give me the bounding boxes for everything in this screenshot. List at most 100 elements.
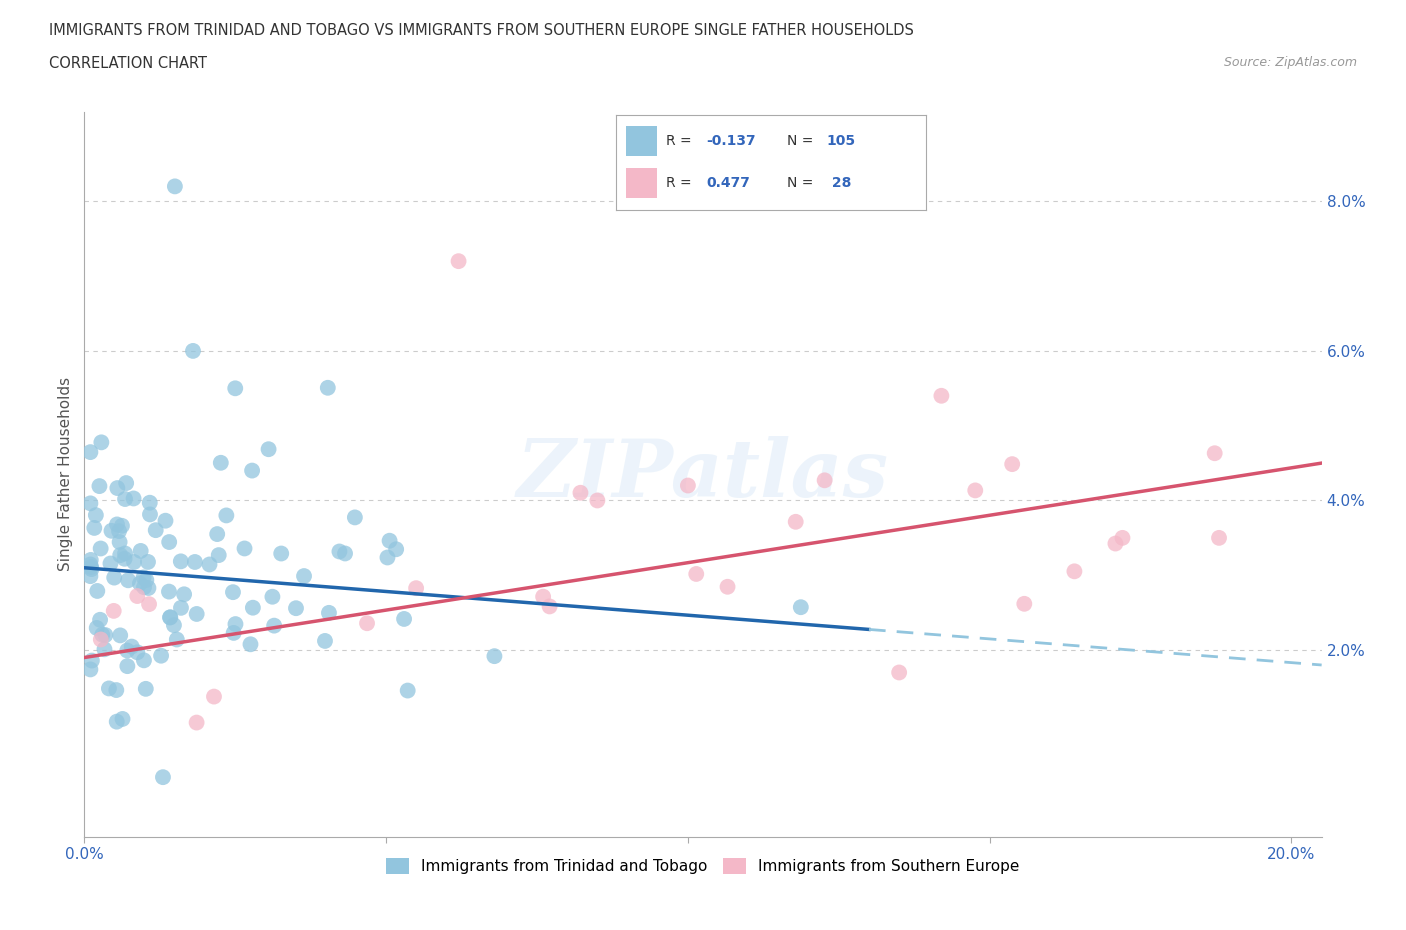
Point <box>1208 530 1230 545</box>
Point <box>103 604 125 618</box>
Point <box>716 579 738 594</box>
Point <box>385 542 408 557</box>
Point <box>202 689 225 704</box>
Point <box>121 639 143 654</box>
Point <box>114 551 136 566</box>
Point <box>86 583 108 598</box>
Point <box>184 554 207 569</box>
Point <box>79 662 101 677</box>
Point <box>484 649 506 664</box>
Point <box>328 544 350 559</box>
Point <box>314 633 336 648</box>
Point <box>122 491 145 506</box>
Point <box>79 445 101 459</box>
Point <box>208 548 231 563</box>
Point <box>122 554 145 569</box>
Point <box>205 526 228 541</box>
Text: ZIPatlas: ZIPatlas <box>517 435 889 513</box>
Point <box>80 552 103 567</box>
Point <box>100 524 122 538</box>
Point <box>91 628 114 643</box>
Point <box>86 620 108 635</box>
Point <box>377 550 399 565</box>
Point <box>80 653 103 668</box>
Point <box>100 556 122 571</box>
Point <box>224 617 246 631</box>
Y-axis label: Single Father Households: Single Father Households <box>58 378 73 571</box>
Point <box>814 472 837 487</box>
Point <box>159 610 181 625</box>
Point <box>186 606 208 621</box>
Point <box>569 485 592 500</box>
Point <box>257 442 280 457</box>
Point <box>89 612 111 627</box>
Point <box>186 715 208 730</box>
Point <box>79 569 101 584</box>
Point <box>152 770 174 785</box>
Point <box>209 456 232 471</box>
Point <box>215 508 238 523</box>
Point <box>108 524 131 538</box>
Point <box>157 584 180 599</box>
Point <box>262 590 284 604</box>
Point <box>127 644 149 659</box>
Text: IMMIGRANTS FROM TRINIDAD AND TOBAGO VS IMMIGRANTS FROM SOUTHERN EUROPE SINGLE FA: IMMIGRANTS FROM TRINIDAD AND TOBAGO VS I… <box>49 23 914 38</box>
Point <box>108 628 131 643</box>
Point <box>90 632 112 647</box>
Point <box>129 576 152 591</box>
Point <box>538 599 561 614</box>
Point <box>117 573 139 588</box>
Point <box>333 546 356 561</box>
Point <box>790 600 813 615</box>
Point <box>79 557 101 572</box>
Point <box>97 681 120 696</box>
Point <box>378 533 401 548</box>
Point <box>356 616 378 631</box>
Point <box>405 580 427 595</box>
Point <box>531 590 554 604</box>
Point <box>1104 536 1126 551</box>
Point <box>785 514 807 529</box>
Point <box>163 618 186 632</box>
Point <box>117 643 139 658</box>
Point <box>103 570 125 585</box>
Legend: Immigrants from Trinidad and Tobago, Immigrants from Southern Europe: Immigrants from Trinidad and Tobago, Imm… <box>380 852 1026 880</box>
Point <box>105 714 128 729</box>
Point <box>105 517 128 532</box>
Point <box>240 463 263 478</box>
Point <box>270 546 292 561</box>
Point <box>676 478 699 493</box>
Point <box>90 435 112 450</box>
Point <box>84 508 107 523</box>
Point <box>90 541 112 556</box>
Point <box>239 637 262 652</box>
Point <box>94 628 117 643</box>
Point <box>889 665 911 680</box>
Point <box>155 513 177 528</box>
Point <box>129 543 152 558</box>
Point <box>222 585 245 600</box>
Point <box>93 642 115 657</box>
Point <box>316 380 339 395</box>
Point <box>105 683 128 698</box>
Point <box>111 711 134 726</box>
Point <box>114 492 136 507</box>
Point <box>110 548 132 563</box>
Point <box>139 496 162 511</box>
Point <box>1204 445 1226 460</box>
Point <box>166 632 188 647</box>
Point <box>1063 564 1085 578</box>
Point <box>163 179 186 193</box>
Point <box>132 579 155 594</box>
Point <box>447 254 470 269</box>
Point <box>80 562 103 577</box>
Point <box>222 626 245 641</box>
Point <box>685 566 707 581</box>
Point <box>132 653 155 668</box>
Point <box>242 600 264 615</box>
Point <box>233 541 256 556</box>
Point <box>170 554 193 569</box>
Point <box>150 648 173 663</box>
Point <box>157 535 180 550</box>
Point <box>224 381 246 396</box>
